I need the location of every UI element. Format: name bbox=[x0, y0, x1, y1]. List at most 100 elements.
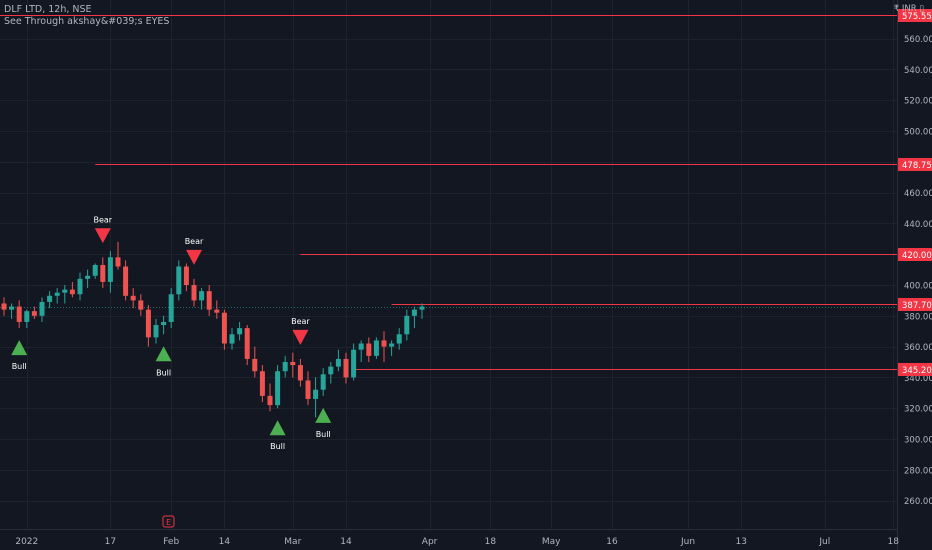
candle-body bbox=[1, 303, 7, 310]
candle bbox=[411, 306, 417, 329]
candle bbox=[297, 358, 303, 387]
candle bbox=[335, 349, 341, 372]
y-tick-label: 460.00 bbox=[904, 189, 932, 199]
earnings-icon[interactable]: E bbox=[162, 515, 175, 528]
candle-body bbox=[145, 309, 151, 338]
bull-signal: Bull bbox=[269, 420, 286, 451]
candle-body bbox=[92, 264, 98, 276]
candle-body bbox=[176, 266, 182, 295]
x-tick-label: 14 bbox=[219, 537, 231, 547]
bear-label: Bear bbox=[291, 317, 310, 326]
candle bbox=[214, 300, 220, 319]
candle bbox=[237, 321, 243, 341]
candle bbox=[1, 297, 7, 316]
price-axis[interactable]: 260.00 280.00 300.00 320.00 340.00 360.00 380.… bbox=[897, 0, 932, 550]
candle bbox=[351, 343, 357, 381]
candle bbox=[107, 251, 113, 293]
y-tick-label: 500.00 bbox=[904, 128, 932, 138]
candle bbox=[244, 325, 250, 366]
candle bbox=[153, 318, 159, 344]
candle-body bbox=[191, 285, 197, 301]
x-tick-label: 16 bbox=[606, 537, 618, 547]
y-tick-label: 340.00 bbox=[904, 374, 932, 384]
currency-label[interactable]: ₹ INR ▯ bbox=[893, 4, 924, 14]
level-price-tag-bg bbox=[898, 158, 932, 171]
candle bbox=[199, 288, 205, 310]
candle-body bbox=[335, 358, 341, 367]
candle bbox=[252, 346, 258, 378]
x-tick-label: Feb bbox=[163, 537, 179, 547]
candle bbox=[168, 288, 174, 329]
bear-signal: Bear bbox=[93, 215, 113, 244]
candle-body bbox=[313, 389, 319, 399]
y-tick-label: 560.00 bbox=[904, 35, 932, 45]
y-tick-label: 400.00 bbox=[904, 282, 932, 292]
symbol-title[interactable]: DLF LTD, 12h, NSE bbox=[4, 4, 92, 15]
candle bbox=[191, 278, 197, 307]
candle-body bbox=[100, 264, 106, 282]
bull-label: Bull bbox=[316, 430, 331, 439]
level-price-tag: 478.75 bbox=[898, 158, 932, 171]
candle-body bbox=[320, 374, 326, 390]
candle-body bbox=[396, 334, 402, 344]
candle-body bbox=[411, 309, 417, 316]
candle bbox=[396, 328, 402, 350]
y-tick-label: 440.00 bbox=[904, 220, 932, 230]
candle-body bbox=[404, 315, 410, 335]
bear-label: Bear bbox=[93, 215, 112, 224]
candle-body bbox=[237, 328, 243, 335]
candle bbox=[419, 303, 425, 319]
y-tick-label: 280.00 bbox=[904, 466, 932, 476]
y-tick-label: 520.00 bbox=[904, 97, 932, 107]
level-lines bbox=[0, 15, 897, 370]
bull-signal: Bull bbox=[155, 346, 172, 377]
bear-signal: Bear bbox=[291, 317, 310, 345]
candle bbox=[123, 260, 129, 301]
candle-body bbox=[244, 328, 250, 359]
candle-body bbox=[199, 291, 205, 301]
candle bbox=[305, 371, 311, 406]
x-tick-label: 18 bbox=[485, 537, 497, 547]
candle bbox=[176, 260, 182, 301]
level-price-tag: 420.00 bbox=[898, 248, 932, 261]
level-price-tag-bg bbox=[898, 298, 932, 311]
candle bbox=[161, 315, 167, 335]
candle bbox=[389, 340, 395, 356]
candle-body bbox=[358, 343, 364, 350]
candle bbox=[24, 309, 30, 329]
x-tick-label: Apr bbox=[422, 537, 438, 547]
candle bbox=[290, 352, 296, 378]
candle bbox=[259, 365, 265, 403]
candle-body bbox=[69, 289, 75, 295]
candle bbox=[39, 297, 45, 322]
candle-body bbox=[381, 340, 387, 347]
bull-triangle-icon bbox=[155, 346, 172, 362]
level-price-tag-label: 420.00 bbox=[902, 251, 932, 261]
candle-body bbox=[290, 362, 296, 366]
candle-body bbox=[221, 312, 227, 344]
candle-body bbox=[123, 266, 129, 296]
bear-triangle-icon bbox=[94, 228, 111, 244]
candle-body bbox=[206, 291, 212, 310]
candle bbox=[373, 337, 379, 359]
candle bbox=[343, 352, 349, 384]
time-axis[interactable]: 2022 17 Feb 14 Mar 14 Apr 18 May 16 Jun 13 Jul 18 bbox=[0, 529, 899, 548]
level-price-tag-bg bbox=[898, 248, 932, 261]
candle-body bbox=[62, 289, 68, 293]
candle-body bbox=[343, 358, 349, 378]
bear-signal: Bear bbox=[185, 237, 204, 265]
candle-body bbox=[130, 295, 136, 301]
candle-body bbox=[305, 380, 311, 399]
x-tick-label: 2022 bbox=[15, 537, 38, 547]
candle-body bbox=[366, 343, 372, 356]
bear-label: Bear bbox=[185, 237, 204, 246]
bull-signal: Bull bbox=[11, 340, 28, 371]
indicator-title[interactable]: See Through akshay&#039;s EYES bbox=[4, 16, 170, 27]
candle-body bbox=[351, 349, 357, 378]
y-tick-label: 380.00 bbox=[904, 312, 932, 322]
candle-body bbox=[373, 340, 379, 356]
candle bbox=[16, 300, 22, 329]
candle bbox=[47, 291, 53, 309]
